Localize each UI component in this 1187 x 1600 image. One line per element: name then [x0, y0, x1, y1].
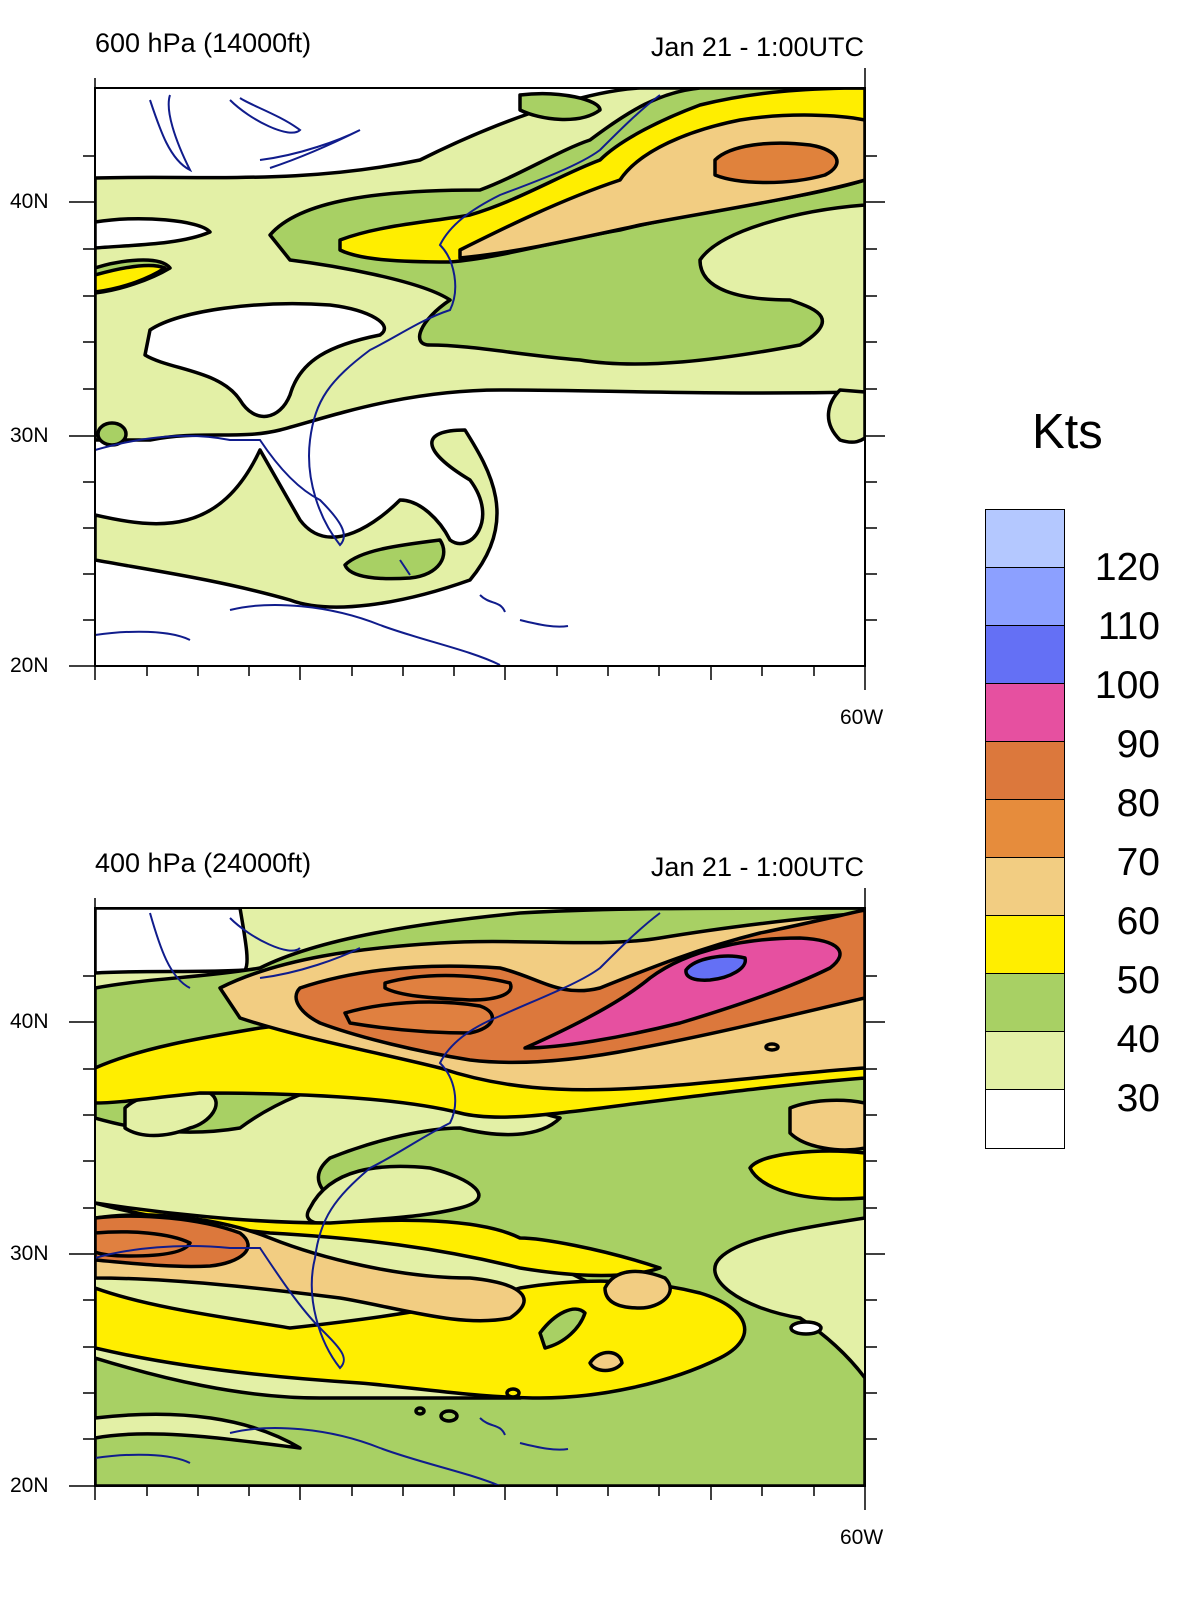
- legend-swatch: [986, 568, 1064, 626]
- lat-label-20n: 20N: [10, 654, 49, 677]
- lat-label-30n: 30N: [10, 1242, 49, 1265]
- legend-level-label: 120: [1094, 546, 1160, 589]
- contour-100kt: [684, 954, 747, 982]
- legend-swatch: [986, 626, 1064, 684]
- panel-time-title: Jan 21 - 1:00UTC: [650, 32, 864, 62]
- legend-level-label: 90: [1116, 723, 1160, 766]
- lat-label-20n: 20N: [10, 1474, 49, 1497]
- legend-level-label: 60: [1116, 900, 1160, 943]
- legend-swatch: [986, 684, 1064, 742]
- legend-swatch: [986, 858, 1064, 916]
- wind-map-400hpa: [69, 888, 885, 1510]
- legend-level-label: 30: [1116, 1077, 1160, 1120]
- color-legend: [985, 509, 1065, 1149]
- lat-label-40n: 40N: [10, 1010, 49, 1033]
- lon-label-60w: 60W: [840, 1526, 884, 1549]
- lat-label-40n: 40N: [10, 190, 49, 213]
- coastline-us-east: [95, 912, 661, 1370]
- contour-70kt: [713, 141, 839, 185]
- legend-swatch: [986, 916, 1064, 974]
- panel-600hpa: 600 hPa (14000ft) Jan 21 - 1:00UTC 40N 3…: [0, 0, 960, 760]
- panel-400hpa: 400 hPa (24000ft) Jan 21 - 1:00UTC 40N 3…: [0, 838, 960, 1600]
- legend-swatch: [986, 800, 1064, 858]
- panel-level-title: 400 hPa (24000ft): [95, 848, 312, 878]
- lat-label-30n: 30N: [10, 424, 49, 447]
- panel-time-title: Jan 21 - 1:00UTC: [650, 852, 864, 882]
- legend-swatch: [986, 974, 1064, 1032]
- legend-swatch: [986, 1032, 1064, 1090]
- wind-map-600hpa: [69, 68, 885, 690]
- legend-level-label: 100: [1094, 664, 1160, 707]
- legend-level-label: 50: [1116, 959, 1160, 1002]
- legend-title: Kts: [1032, 405, 1103, 459]
- legend-level-label: 70: [1116, 841, 1160, 884]
- legend-level-label: 80: [1116, 782, 1160, 825]
- legend-swatch: [986, 510, 1064, 568]
- legend-level-label: 110: [1097, 605, 1160, 648]
- legend-swatch: [986, 742, 1064, 800]
- contour-90kt: [523, 936, 842, 1050]
- lon-label-60w: 60W: [840, 706, 884, 729]
- legend-swatch: [986, 1090, 1064, 1148]
- coastline-us-east: [95, 94, 661, 547]
- panel-level-title: 600 hPa (14000ft): [95, 28, 312, 58]
- legend-level-label: 40: [1116, 1018, 1160, 1061]
